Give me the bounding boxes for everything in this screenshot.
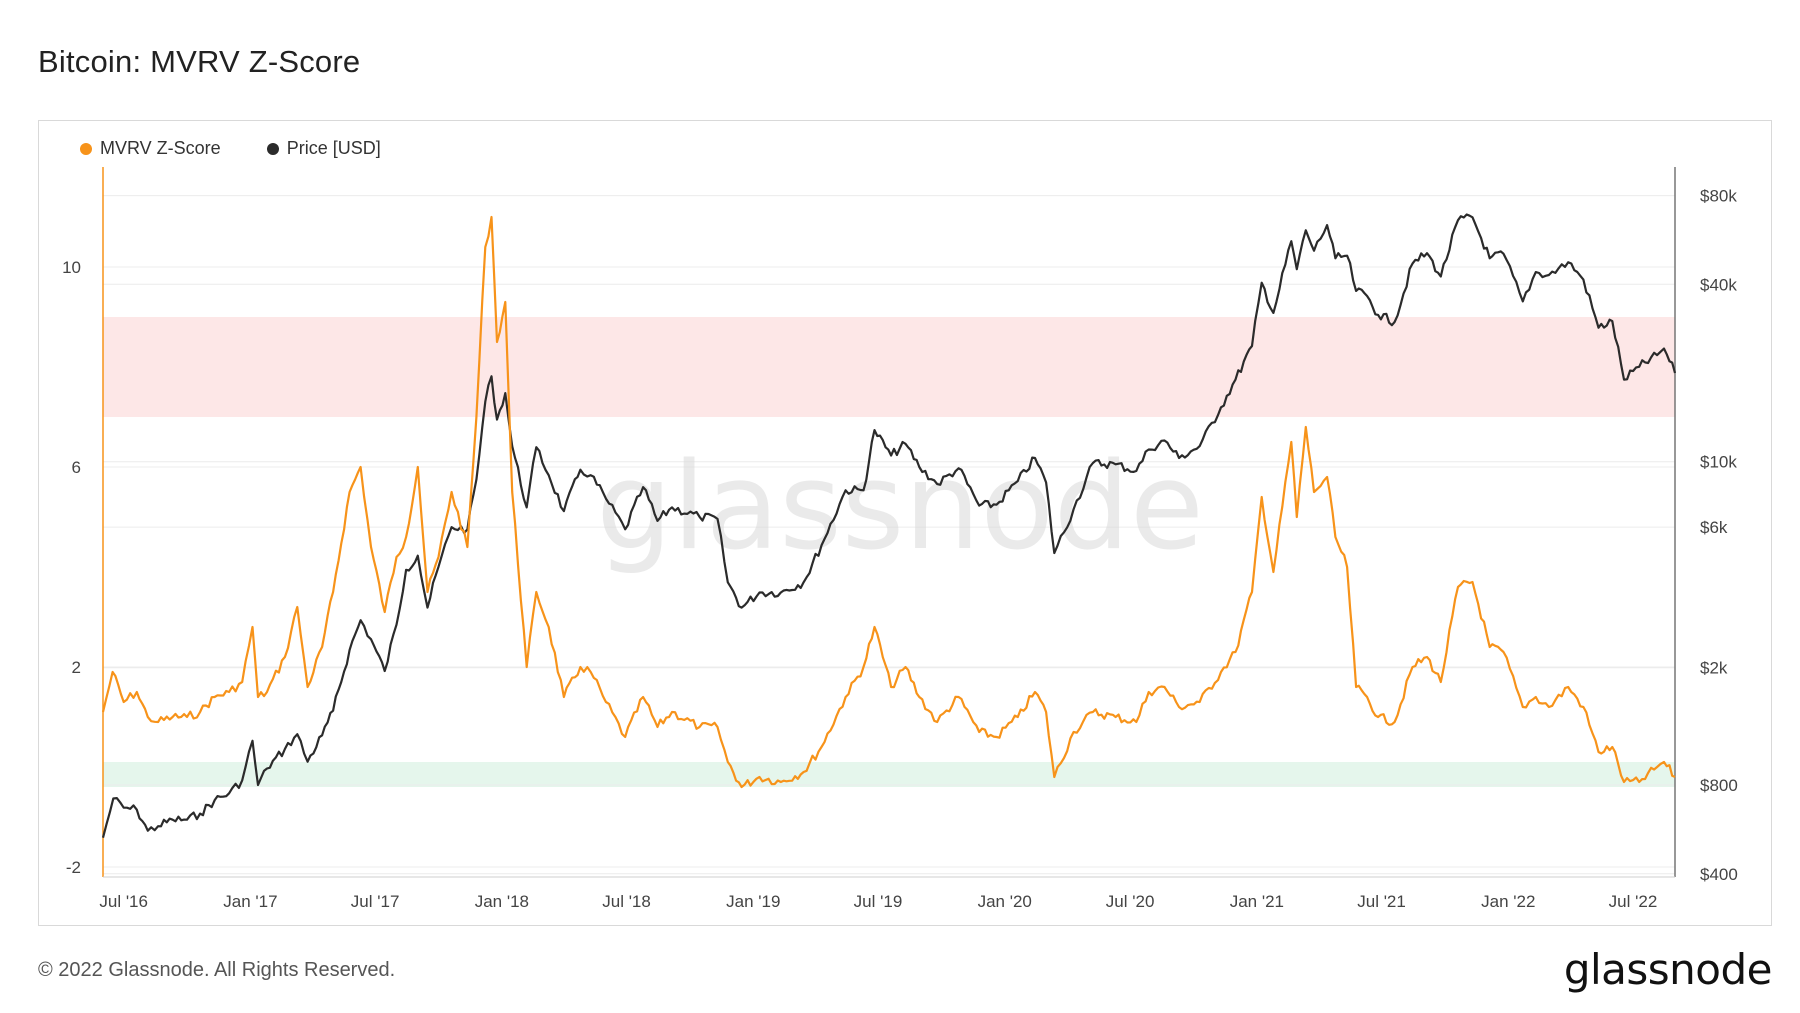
- x-tick-label: Jan '22: [1481, 892, 1535, 911]
- band-undervalued: [103, 762, 1675, 787]
- legend-label-mvrv: MVRV Z-Score: [100, 138, 221, 158]
- x-tick-label: Jan '17: [223, 892, 277, 911]
- y-right-tick-label: $2k: [1700, 659, 1728, 678]
- y-right-tick-label: $6k: [1700, 518, 1728, 537]
- x-tick-label: Jan '19: [726, 892, 780, 911]
- legend-item-price[interactable]: Price [USD]: [266, 138, 381, 159]
- x-tick-label: Jul '19: [854, 892, 903, 911]
- legend-label-price: Price [USD]: [286, 138, 381, 158]
- x-tick-label: Jul '17: [351, 892, 400, 911]
- y-left-tick-label: -2: [66, 858, 81, 877]
- watermark-text: glassnode: [596, 438, 1204, 577]
- y-left-tick-label: 2: [72, 658, 81, 677]
- y-right-tick-label: $40k: [1700, 275, 1737, 294]
- series-line-price: [101, 213, 1677, 838]
- brand-logo: glassnode: [1563, 945, 1773, 994]
- series-line-mvrv: [101, 215, 1676, 789]
- chart-frame: [38, 120, 1772, 926]
- x-tick-label: Jul '22: [1609, 892, 1658, 911]
- y-right-tick-label: $400: [1700, 865, 1738, 884]
- y-right-tick-label: $80k: [1700, 187, 1737, 206]
- x-tick-label: Jul '18: [602, 892, 651, 911]
- legend-dot-mvrv-icon: [80, 142, 92, 155]
- x-tick-label: Jan '21: [1230, 892, 1284, 911]
- threshold-bands: [103, 317, 1675, 787]
- legend-dot-price-icon: [266, 142, 279, 155]
- y-right-tick-label: $10k: [1700, 453, 1737, 472]
- x-tick-label: Jul '16: [99, 892, 148, 911]
- y-right-tick-label: $800: [1700, 776, 1738, 795]
- y-left-tick-label: 10: [62, 258, 81, 277]
- copyright-text: © 2022 Glassnode. All Rights Reserved.: [38, 959, 396, 981]
- legend-item-mvrv[interactable]: MVRV Z-Score: [80, 138, 221, 159]
- x-tick-label: Jul '21: [1357, 892, 1406, 911]
- tick-labels: Jul '16 Jan '17 Jul '17 Jan '18 Jul '18 Jan '…: [62, 187, 1738, 911]
- y-left-tick-label: 6: [72, 458, 81, 477]
- band-overvalued: [103, 317, 1675, 417]
- x-tick-label: Jan '18: [475, 892, 529, 911]
- page-title: Bitcoin: MVRV Z-Score: [38, 44, 361, 79]
- chart-legend: MVRV Z-Score Price [USD]: [80, 138, 381, 159]
- x-tick-label: Jan '20: [978, 892, 1032, 911]
- series-lines: [101, 213, 1677, 838]
- x-tick-label: Jul '20: [1106, 892, 1155, 911]
- axes: [102, 167, 1676, 878]
